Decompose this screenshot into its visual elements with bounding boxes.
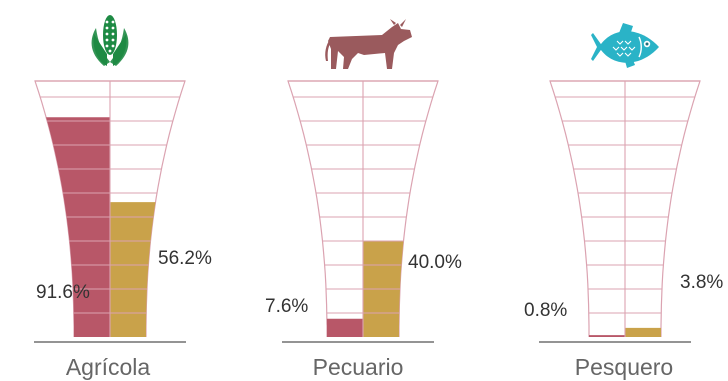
category-label: Agrícola [66, 354, 151, 380]
label-layer: 91.6% 56.2% Agrícola 7.6% 40.0% Pecuario 0.8% 3… [34, 248, 723, 380]
corn-icon [91, 15, 129, 66]
value-label-series-2: 40.0% [408, 252, 462, 273]
value-label-series-2: 56.2% [158, 248, 212, 269]
bar-1-agrícola [46, 117, 110, 337]
value-label-series-1: 0.8% [524, 300, 567, 321]
value-label-series-1: 7.6% [265, 296, 308, 317]
value-label-series-2: 3.8% [680, 272, 723, 293]
bar-layer [40, 81, 695, 337]
bar-2-agrícola [110, 202, 156, 337]
bar-2-pesquero [625, 327, 661, 337]
bar-1-pesquero [589, 335, 625, 337]
fish-icon [591, 23, 659, 68]
category-label: Pesquero [575, 354, 673, 380]
bar-1-pecuario [326, 318, 363, 337]
category-label: Pecuario [313, 354, 404, 380]
cow-icon [325, 19, 412, 69]
value-label-series-1: 91.6% [36, 282, 90, 303]
